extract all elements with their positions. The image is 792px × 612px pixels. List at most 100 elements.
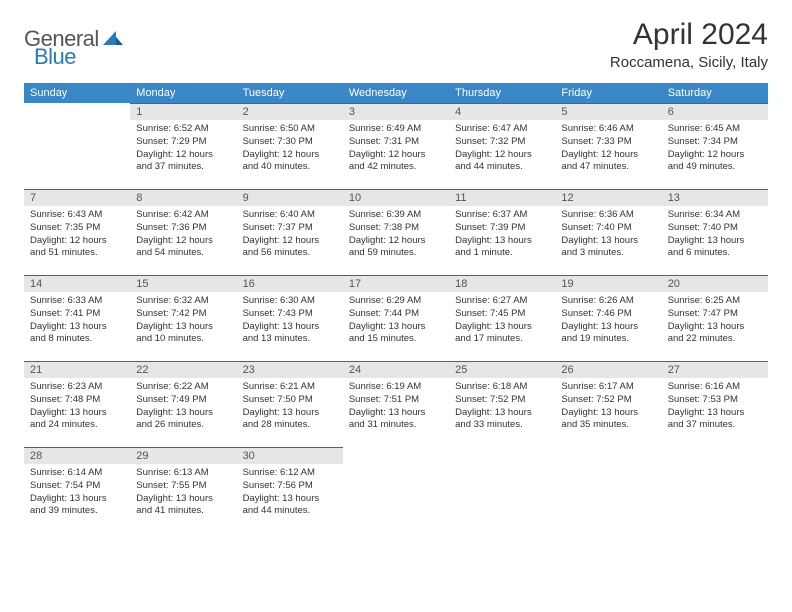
day-details: Sunrise: 6:45 AMSunset: 7:34 PMDaylight:… (662, 120, 768, 178)
daylight-text: and 8 minutes. (30, 333, 124, 346)
sunrise-text: Sunrise: 6:52 AM (136, 123, 230, 136)
day-number: 9 (237, 189, 343, 206)
sunrise-text: Sunrise: 6:12 AM (243, 467, 337, 480)
sunrise-text: Sunrise: 6:47 AM (455, 123, 549, 136)
sunrise-text: Sunrise: 6:16 AM (668, 381, 762, 394)
day-number: 26 (555, 361, 661, 378)
day-details: Sunrise: 6:19 AMSunset: 7:51 PMDaylight:… (343, 378, 449, 436)
day-details: Sunrise: 6:13 AMSunset: 7:55 PMDaylight:… (130, 464, 236, 522)
sunset-text: Sunset: 7:43 PM (243, 308, 337, 321)
daylight-text: Daylight: 13 hours (30, 407, 124, 420)
day-details: Sunrise: 6:42 AMSunset: 7:36 PMDaylight:… (130, 206, 236, 264)
calendar-cell: 18Sunrise: 6:27 AMSunset: 7:45 PMDayligh… (449, 275, 555, 361)
calendar-cell: 2Sunrise: 6:50 AMSunset: 7:30 PMDaylight… (237, 103, 343, 189)
calendar-week-row: 21Sunrise: 6:23 AMSunset: 7:48 PMDayligh… (24, 361, 768, 447)
day-details: Sunrise: 6:52 AMSunset: 7:29 PMDaylight:… (130, 120, 236, 178)
calendar-cell: 15Sunrise: 6:32 AMSunset: 7:42 PMDayligh… (130, 275, 236, 361)
sunset-text: Sunset: 7:55 PM (136, 480, 230, 493)
calendar-cell: 4Sunrise: 6:47 AMSunset: 7:32 PMDaylight… (449, 103, 555, 189)
weekday-header: Monday (130, 83, 236, 103)
calendar-cell: 16Sunrise: 6:30 AMSunset: 7:43 PMDayligh… (237, 275, 343, 361)
sunset-text: Sunset: 7:56 PM (243, 480, 337, 493)
day-number: 28 (24, 447, 130, 464)
sunrise-text: Sunrise: 6:21 AM (243, 381, 337, 394)
sunrise-text: Sunrise: 6:37 AM (455, 209, 549, 222)
sunset-text: Sunset: 7:42 PM (136, 308, 230, 321)
title-block: April 2024 Roccamena, Sicily, Italy (610, 18, 768, 71)
day-number: 13 (662, 189, 768, 206)
daylight-text: Daylight: 12 hours (243, 149, 337, 162)
day-number: 16 (237, 275, 343, 292)
day-details: Sunrise: 6:23 AMSunset: 7:48 PMDaylight:… (24, 378, 130, 436)
sunset-text: Sunset: 7:53 PM (668, 394, 762, 407)
day-number: 14 (24, 275, 130, 292)
daylight-text: Daylight: 12 hours (561, 149, 655, 162)
calendar-cell: 26Sunrise: 6:17 AMSunset: 7:52 PMDayligh… (555, 361, 661, 447)
calendar-week-row: 1Sunrise: 6:52 AMSunset: 7:29 PMDaylight… (24, 103, 768, 189)
sunset-text: Sunset: 7:37 PM (243, 222, 337, 235)
daylight-text: and 49 minutes. (668, 161, 762, 174)
sunset-text: Sunset: 7:52 PM (455, 394, 549, 407)
calendar-cell: 14Sunrise: 6:33 AMSunset: 7:41 PMDayligh… (24, 275, 130, 361)
sunset-text: Sunset: 7:49 PM (136, 394, 230, 407)
day-details: Sunrise: 6:46 AMSunset: 7:33 PMDaylight:… (555, 120, 661, 178)
calendar-cell: 1Sunrise: 6:52 AMSunset: 7:29 PMDaylight… (130, 103, 236, 189)
sunset-text: Sunset: 7:54 PM (30, 480, 124, 493)
sunrise-text: Sunrise: 6:34 AM (668, 209, 762, 222)
daylight-text: Daylight: 12 hours (349, 235, 443, 248)
sunrise-text: Sunrise: 6:25 AM (668, 295, 762, 308)
daylight-text: Daylight: 13 hours (349, 321, 443, 334)
daylight-text: and 54 minutes. (136, 247, 230, 260)
sunrise-text: Sunrise: 6:19 AM (349, 381, 443, 394)
daylight-text: Daylight: 13 hours (455, 321, 549, 334)
daylight-text: and 15 minutes. (349, 333, 443, 346)
day-number: 8 (130, 189, 236, 206)
day-details: Sunrise: 6:33 AMSunset: 7:41 PMDaylight:… (24, 292, 130, 350)
sunset-text: Sunset: 7:40 PM (668, 222, 762, 235)
sunrise-text: Sunrise: 6:27 AM (455, 295, 549, 308)
daylight-text: Daylight: 12 hours (136, 235, 230, 248)
sunrise-text: Sunrise: 6:39 AM (349, 209, 443, 222)
weekday-header: Wednesday (343, 83, 449, 103)
sunrise-text: Sunrise: 6:14 AM (30, 467, 124, 480)
daylight-text: and 10 minutes. (136, 333, 230, 346)
day-number: 23 (237, 361, 343, 378)
calendar-cell: 24Sunrise: 6:19 AMSunset: 7:51 PMDayligh… (343, 361, 449, 447)
sunrise-text: Sunrise: 6:26 AM (561, 295, 655, 308)
day-details: Sunrise: 6:14 AMSunset: 7:54 PMDaylight:… (24, 464, 130, 522)
daylight-text: and 42 minutes. (349, 161, 443, 174)
daylight-text: Daylight: 13 hours (668, 321, 762, 334)
daylight-text: Daylight: 12 hours (668, 149, 762, 162)
day-number: 10 (343, 189, 449, 206)
calendar-cell: 21Sunrise: 6:23 AMSunset: 7:48 PMDayligh… (24, 361, 130, 447)
calendar-cell: 5Sunrise: 6:46 AMSunset: 7:33 PMDaylight… (555, 103, 661, 189)
daylight-text: Daylight: 13 hours (243, 493, 337, 506)
calendar-cell (555, 447, 661, 533)
sunset-text: Sunset: 7:29 PM (136, 136, 230, 149)
daylight-text: Daylight: 13 hours (136, 493, 230, 506)
day-number: 6 (662, 103, 768, 120)
sunrise-text: Sunrise: 6:46 AM (561, 123, 655, 136)
daylight-text: Daylight: 12 hours (455, 149, 549, 162)
sunset-text: Sunset: 7:51 PM (349, 394, 443, 407)
daylight-text: Daylight: 13 hours (561, 235, 655, 248)
daylight-text: and 37 minutes. (668, 419, 762, 432)
day-number: 21 (24, 361, 130, 378)
daylight-text: Daylight: 12 hours (136, 149, 230, 162)
day-details: Sunrise: 6:50 AMSunset: 7:30 PMDaylight:… (237, 120, 343, 178)
sunrise-text: Sunrise: 6:17 AM (561, 381, 655, 394)
calendar-week-row: 14Sunrise: 6:33 AMSunset: 7:41 PMDayligh… (24, 275, 768, 361)
calendar-cell (662, 447, 768, 533)
daylight-text: Daylight: 12 hours (243, 235, 337, 248)
daylight-text: and 19 minutes. (561, 333, 655, 346)
day-details: Sunrise: 6:16 AMSunset: 7:53 PMDaylight:… (662, 378, 768, 436)
daylight-text: Daylight: 13 hours (349, 407, 443, 420)
sunrise-text: Sunrise: 6:29 AM (349, 295, 443, 308)
sunrise-text: Sunrise: 6:49 AM (349, 123, 443, 136)
day-details: Sunrise: 6:47 AMSunset: 7:32 PMDaylight:… (449, 120, 555, 178)
daylight-text: and 47 minutes. (561, 161, 655, 174)
daylight-text: and 41 minutes. (136, 505, 230, 518)
sunrise-text: Sunrise: 6:33 AM (30, 295, 124, 308)
daylight-text: Daylight: 13 hours (668, 407, 762, 420)
day-details: Sunrise: 6:32 AMSunset: 7:42 PMDaylight:… (130, 292, 236, 350)
